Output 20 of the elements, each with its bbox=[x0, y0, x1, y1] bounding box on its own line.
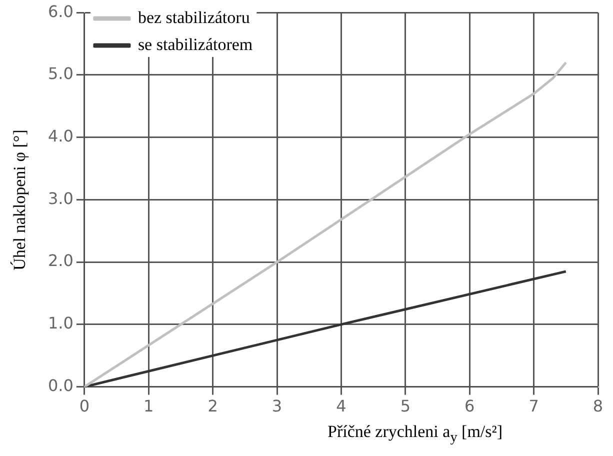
x-tick-label: 0 bbox=[79, 396, 90, 416]
legend-label: bez stabilizátoru bbox=[138, 8, 250, 27]
x-tick-label: 6 bbox=[464, 396, 475, 416]
x-axis-title: Příčné zrychleni a$_{y}$ [m/s²] bbox=[326, 422, 504, 446]
x-tick-label: 3 bbox=[272, 396, 282, 416]
x-tick-label: 7 bbox=[528, 396, 539, 416]
y-tick-label: 2.0 bbox=[48, 251, 74, 270]
legend-label: se stabilizátorem bbox=[138, 34, 253, 54]
y-tick-label: 0.0 bbox=[48, 376, 74, 395]
y-axis-title: Úhel naklopeni φ [°] bbox=[10, 128, 30, 272]
y-tick-label: 3.0 bbox=[48, 188, 74, 208]
x-tick-label: 8 bbox=[592, 396, 604, 416]
x-tick-label: 1 bbox=[144, 396, 154, 416]
y-tick-label: 4.0 bbox=[48, 126, 74, 146]
y-tick-label: 5.0 bbox=[48, 64, 74, 84]
x-tick-label: 4 bbox=[336, 396, 346, 416]
x-tick-label: 5 bbox=[400, 396, 411, 416]
y-tick-label: 6.0 bbox=[48, 2, 74, 21]
y-tick-label: 1.0 bbox=[48, 314, 74, 333]
x-tick-label: 2 bbox=[208, 396, 218, 416]
